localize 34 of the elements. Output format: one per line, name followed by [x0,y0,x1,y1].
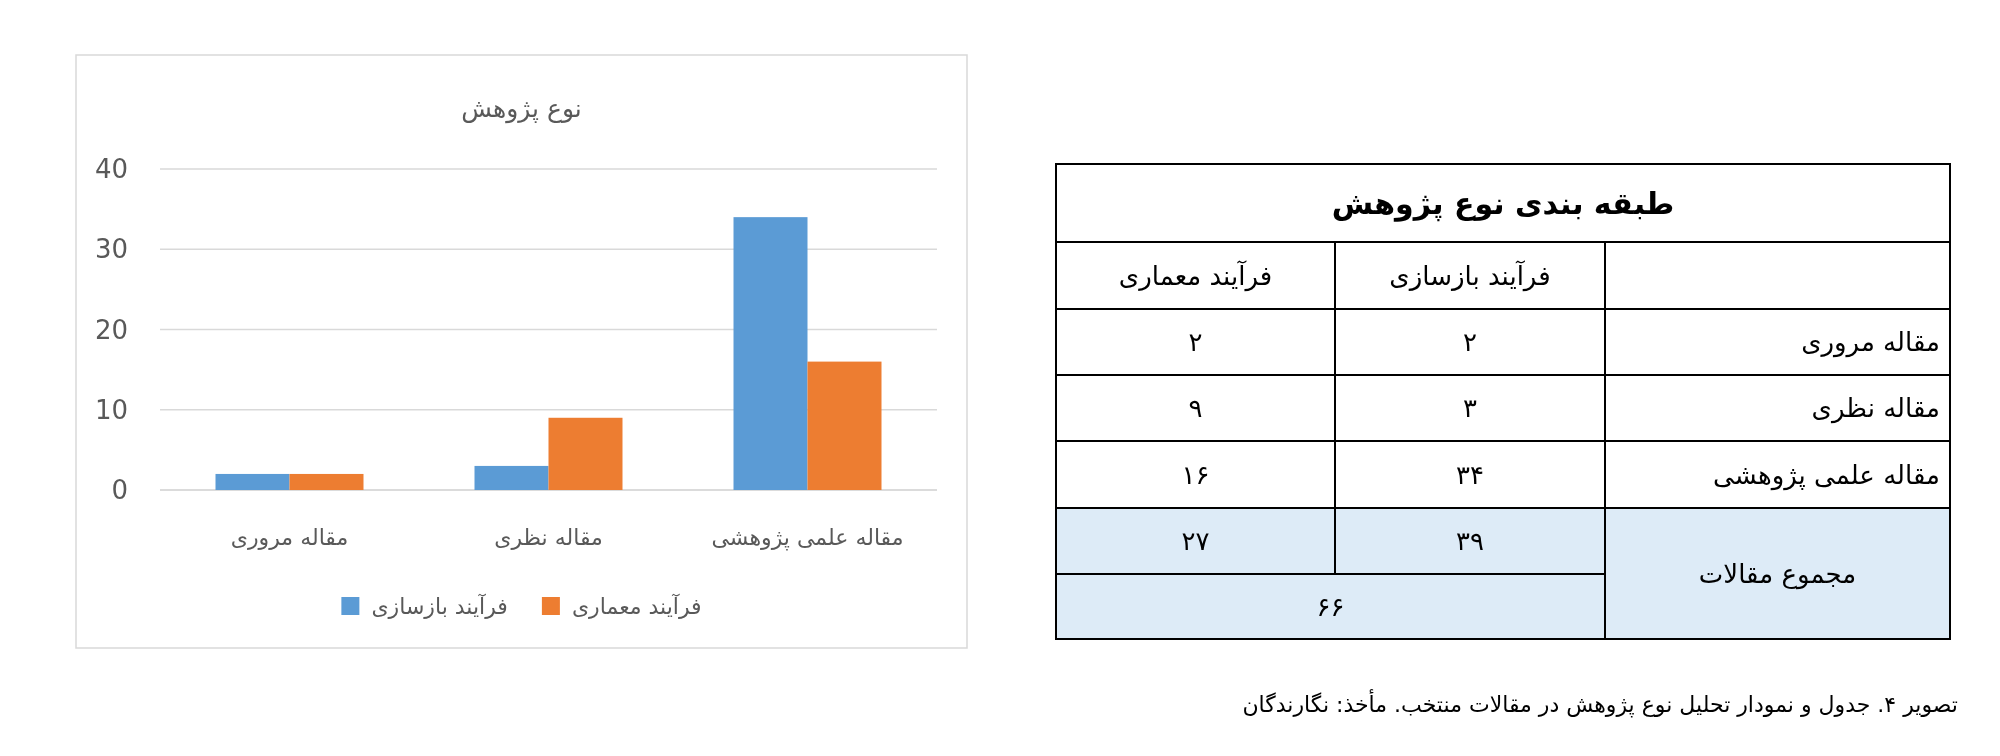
text: ۲ [1188,327,1203,357]
legend-label: فرآیند بازسازی [371,592,508,619]
text: ۹ [1188,393,1203,423]
text: فرآیند بازسازی [1389,259,1551,292]
y-tick-label: 10 [94,394,128,425]
text: مقاله نظری [1811,393,1940,424]
y-tick-label: 30 [94,234,128,265]
text: ۳ [1463,393,1478,423]
bar [474,465,549,490]
text: ۲۷ [1181,526,1210,556]
text: ۳۹ [1456,526,1484,556]
bar [807,361,882,490]
text: مجموع مقالات [1698,558,1857,590]
text: ۲ [1463,327,1477,357]
y-tick-label: 20 [94,314,128,345]
x-tick-label: مقاله مروری [230,524,349,550]
text: فرآیند معماری [1118,259,1273,292]
bar [215,473,290,490]
text: تصویر ۴. جدول و نمودار تحلیل نوع پژوهش در مقالات منتخب. مأخذ: نگارندگان [1242,688,1958,718]
y-tick-label: 40 [94,154,128,184]
chart-title: نوع پژوهش [461,93,582,124]
text: ۳۴ [1456,459,1484,490]
legend-label: فرآیند معماری [571,592,702,619]
text: مقاله علمی پژوهشی [1713,459,1940,491]
x-tick-label: مقاله نظری [494,524,603,550]
text: مقاله مروری [1801,327,1940,358]
text: ۶۶ [1316,591,1345,622]
bar [289,473,364,490]
y-tick-label: 0 [111,475,128,505]
bar [548,417,623,490]
bar [733,217,808,490]
text: طبقه بندی نوع پژوهش [1331,185,1675,222]
text: ۱۶ [1181,459,1210,490]
x-tick-label: مقاله علمی پژوهشی [711,524,904,551]
